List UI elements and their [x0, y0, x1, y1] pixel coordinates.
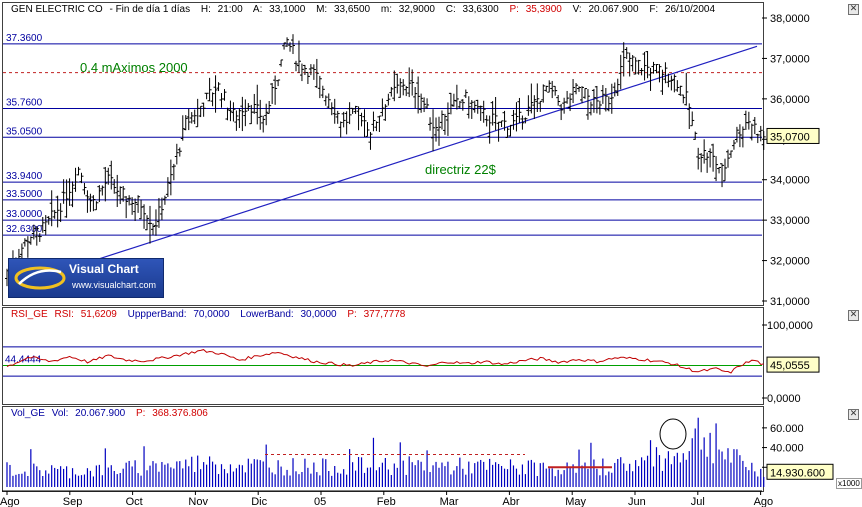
price-tick-label: 31,0000 — [770, 296, 810, 308]
rsi-name: RSI_GE — [11, 309, 48, 320]
rsi-pane[interactable]: RSI_GE RSI: 51,6209 UppperBand: 70,0000 … — [2, 307, 764, 405]
visual-chart-logo: Visual Chart www.visualchart.com — [8, 258, 164, 298]
price-pane[interactable]: GEN ELECTRIC CO - Fin de día 1 días H: 2… — [2, 2, 764, 306]
high-value: 33,6500 — [333, 4, 371, 15]
close-price-pane-button[interactable]: ✕ — [848, 4, 859, 15]
rsi-p-value: 377,7778 — [363, 309, 406, 320]
upper-band-value: 70,0000 — [193, 309, 230, 320]
price-tick-label: 33,0000 — [770, 215, 810, 227]
level-label: 35.0500 — [6, 126, 43, 137]
x-tick-label: May — [565, 496, 586, 507]
volume-unit-tag: x1000 — [836, 478, 862, 489]
price-tick-label: 34,0000 — [770, 175, 810, 187]
level-label: 33.9400 — [6, 171, 43, 182]
security-name: GEN ELECTRIC CO — [11, 4, 103, 15]
low-value: 32,9000 — [398, 4, 435, 15]
last-price-tag-text: 35,0700 — [770, 131, 810, 143]
x-tick-label: Feb — [377, 496, 396, 507]
x-tick-label: Ago — [754, 496, 774, 507]
logo-title: Visual Chart — [69, 262, 139, 276]
rsi-last-tag — [766, 356, 820, 373]
rsi-value: 51,6209 — [80, 309, 117, 320]
x-tick-label: Nov — [188, 496, 208, 507]
rsi-tick-label: 0,0000 — [767, 393, 801, 405]
x-tick-label: Ago — [0, 496, 20, 507]
price-tick-label: 38,0000 — [770, 13, 810, 25]
lower-band-value: 30,0000 — [300, 309, 337, 320]
volume-last-tag-text: 14.930.600 — [770, 467, 825, 479]
trendline — [99, 45, 758, 260]
price-tick-label: 37,0000 — [770, 53, 810, 65]
last-price-tag — [766, 127, 820, 144]
volume-p-value: 368.376.806 — [152, 408, 208, 419]
x-tick-label: Jul — [691, 496, 705, 507]
close-volume-pane-button[interactable]: ✕ — [848, 409, 859, 420]
volume-tick-label: 60.000 — [770, 423, 804, 435]
close-rsi-pane-button[interactable]: ✕ — [848, 310, 859, 321]
rsi-last-tag-text: 45,0555 — [770, 360, 810, 372]
period-label: - Fin de día 1 días — [109, 4, 191, 15]
rsi-line — [6, 349, 764, 374]
open-value: 33,1000 — [269, 4, 306, 15]
trend-annotation: directriz 22$ — [425, 162, 497, 177]
price-tick-label: 32,0000 — [770, 256, 810, 268]
p-value: 35,3900 — [525, 4, 562, 15]
level-label: 32.6300 — [6, 224, 43, 235]
level-label: 37.3600 — [6, 33, 43, 44]
price-header: GEN ELECTRIC CO - Fin de día 1 días H: 2… — [11, 4, 716, 15]
volume-last-tag — [766, 463, 834, 480]
x-tick-label: Oct — [126, 496, 143, 507]
date-value: 26/10/2004 — [665, 4, 716, 15]
x-tick-label: Dic — [251, 496, 267, 507]
x-tick-label: Jun — [628, 496, 646, 507]
volume-tick-label: 40.000 — [770, 443, 804, 455]
volume-value: 20.067.900 — [588, 4, 639, 15]
level-label: 33.0000 — [6, 209, 43, 220]
x-tick-label: 05 — [314, 496, 326, 507]
volume-spike-circle — [659, 418, 687, 450]
rsi-tick-label: 100,0000 — [767, 320, 813, 332]
logo-url: www.visualchart.com — [72, 280, 157, 290]
max-annotation: 0.4 mAximos 2000 — [80, 60, 188, 75]
volume-name: Vol_GE — [11, 408, 45, 419]
x-tick-label: Mar — [440, 496, 459, 507]
volume-pane-value: 20.067.900 — [75, 408, 126, 419]
volume-header: Vol_GE Vol: 20.067.900 P: 368.376.806 — [11, 408, 208, 419]
price-tick-label: 36,0000 — [770, 94, 810, 106]
time-value: 21:00 — [217, 4, 243, 15]
close-value: 33,6300 — [462, 4, 499, 15]
level-label: 33.5000 — [6, 189, 43, 200]
level-label: 35.7600 — [6, 98, 43, 109]
x-tick-label: Abr — [502, 496, 519, 507]
rsi-header: RSI_GE RSI: 51,6209 UppperBand: 70,0000 … — [11, 309, 406, 320]
logo-swoosh-icon — [14, 266, 66, 290]
x-tick-label: Sep — [63, 496, 83, 507]
